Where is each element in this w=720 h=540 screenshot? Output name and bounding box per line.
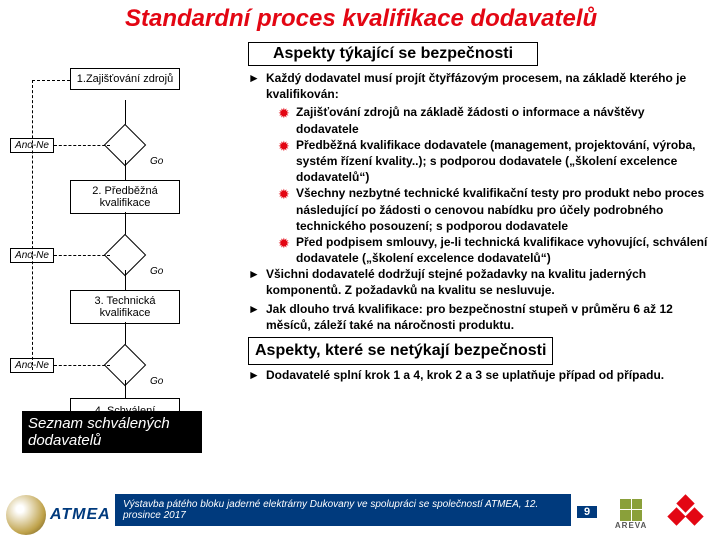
atmea-text: ATMEA (50, 506, 111, 524)
areva-square-icon (620, 499, 642, 521)
go-label-1: Go (150, 156, 163, 167)
go-label-3: Go (150, 376, 163, 387)
star-bullet-icon: ✹ (278, 137, 296, 186)
dash-connector (54, 145, 110, 146)
flow-connector (125, 270, 126, 290)
dash-connector (54, 365, 110, 366)
content-area: ► Každý dodavatel musí projít čtyřfázový… (248, 70, 710, 385)
arrow-bullet-icon: ► (248, 266, 266, 298)
arrow-bullet-icon: ► (248, 367, 266, 383)
flow-connector (125, 160, 126, 180)
star-bullet-icon: ✹ (278, 234, 296, 266)
mitsubishi-logo-icon (669, 497, 703, 531)
sub-2: Předběžná kvalifikace dodavatele (manage… (296, 137, 710, 186)
arrow-bullet-icon: ► (248, 301, 266, 333)
flow-box-1: 1.Zajišťování zdrojů (70, 68, 180, 90)
dash-return (32, 80, 33, 370)
sub-1: Zajišťování zdrojů na základě žádosti o … (296, 104, 710, 136)
approved-list-box: Seznam schválených dodavatelů (22, 411, 202, 453)
star-bullet-icon: ✹ (278, 104, 296, 136)
flow-connector (125, 380, 126, 398)
sub-4: Před podpisem smlouvy, je-li technická k… (296, 234, 710, 266)
page-number: 9 (577, 506, 597, 518)
sub-3: Všechny nezbytné technické kvalifikační … (296, 185, 710, 234)
subtitle-security: Aspekty týkající se bezpečnosti (248, 42, 538, 66)
right-logos: AREVA (604, 494, 714, 534)
atmea-globe-icon (6, 495, 46, 535)
star-bullet-icon: ✹ (278, 185, 296, 234)
arrow-bullet-icon: ► (248, 70, 266, 102)
bullet-2: Všichni dodavatelé dodržují stejné požad… (266, 266, 710, 298)
dash-connector (54, 255, 110, 256)
go-label-2: Go (150, 266, 163, 277)
areva-text: AREVA (615, 521, 647, 530)
dash-connector (32, 80, 70, 81)
slide-title: Standardní proces kvalifikace dodavatelů (125, 5, 597, 33)
bullet-1: Každý dodavatel musí projít čtyřfázovým … (266, 70, 710, 102)
areva-logo: AREVA (615, 499, 647, 530)
atmea-logo: ATMEA (6, 494, 114, 536)
non-security-heading: Aspekty, které se netýkají bezpečnosti (248, 337, 553, 365)
flow-box-3: 3. Technická kvalifikace (70, 290, 180, 324)
bullet-3: Jak dlouho trvá kvalifikace: pro bezpečn… (266, 301, 710, 333)
footer: ATMEA Výstavba pátého bloku jaderné elek… (0, 490, 720, 540)
bullet-4: Dodavatelé splní krok 1 a 4, krok 2 a 3 … (266, 367, 710, 383)
footer-text: Výstavba pátého bloku jaderné elektrárny… (115, 494, 571, 526)
flow-box-2: 2. Předběžná kvalifikace (70, 180, 180, 214)
